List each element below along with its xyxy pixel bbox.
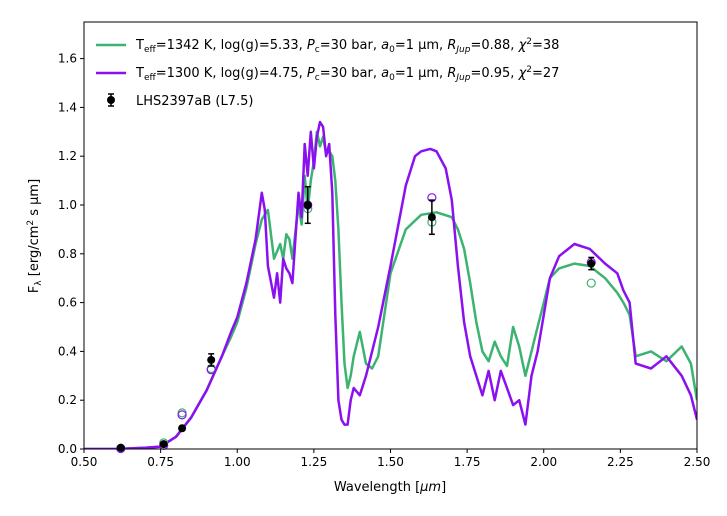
series-line-2	[84, 120, 697, 449]
x-tick-label-7: 2.00	[530, 455, 557, 469]
points-layer	[116, 185, 596, 454]
observed-point-4	[207, 353, 216, 367]
series-layer	[84, 120, 697, 449]
legend-marker-observed	[107, 93, 115, 107]
plot-background	[84, 22, 697, 449]
y-tick-label-3: 0.4	[58, 344, 77, 358]
y-tick-label-6: 1.0	[58, 198, 77, 212]
y-tick-label-9: 1.6	[58, 52, 77, 66]
x-tick-label-5: 1.50	[377, 455, 404, 469]
observed-point-5	[303, 185, 312, 225]
model-photometry-point-1-7	[586, 278, 596, 288]
axes: 0.50 0.75 1.00 1.25 1.50 1.75 2.00 2.25 2.50 0.0 0…	[58, 21, 711, 469]
observed-point-6	[427, 199, 436, 236]
x-tick-label-2: 0.75	[147, 455, 174, 469]
y-tick-label-5: 0.8	[58, 247, 77, 261]
x-tick-label-8: 2.25	[607, 455, 634, 469]
legend: Teff=1342 K, log(g)=5.33, Pc=30 bar, a0=…	[96, 37, 559, 109]
legend-label-series-1: Teff=1342 K, log(g)=5.33, Pc=30 bar, a0=…	[135, 37, 559, 55]
model-photometry-point-2-3	[177, 410, 187, 420]
x-tick-label-1: 0.50	[71, 455, 98, 469]
x-tick-label-4: 1.25	[301, 455, 328, 469]
observed-point-1	[116, 443, 125, 452]
y-axis-label: Fλ [erg/cm2 s μm]	[26, 179, 44, 293]
y-tick-label-8: 1.4	[58, 100, 77, 114]
y-tick-label-4: 0.6	[58, 296, 77, 310]
legend-label-observed: LHS2397aB (L7.5)	[136, 94, 253, 109]
x-tick-label-3: 1.00	[224, 455, 251, 469]
x-tick-label-9: 2.50	[684, 455, 711, 469]
y-tick-label-2: 0.2	[58, 393, 77, 407]
x-tick-label-6: 1.75	[454, 455, 481, 469]
observed-point-3	[178, 424, 187, 433]
legend-label-series-2: Teff=1300 K, log(g)=4.75, Pc=30 bar, a0=…	[135, 65, 559, 83]
y-tick-label-1: 0.0	[58, 442, 77, 456]
y-tick-label-7: 1.2	[58, 149, 77, 163]
x-axis-label: Wavelength [μm]	[334, 480, 446, 495]
observed-point-2	[159, 440, 168, 449]
plot-area	[84, 22, 697, 449]
observed-point-7	[587, 256, 596, 271]
